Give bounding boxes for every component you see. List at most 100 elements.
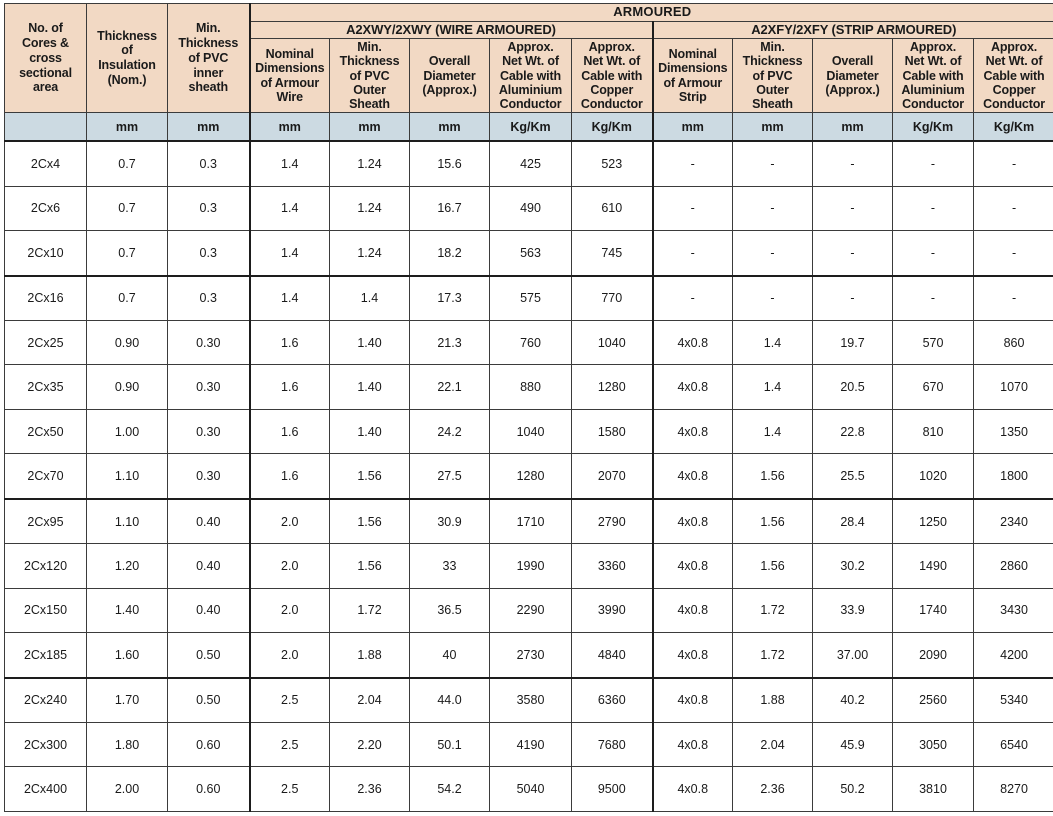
data-cell: 18.2 (409, 230, 490, 277)
data-cell: 1490 (892, 543, 974, 589)
data-cell: 0.60 (167, 722, 250, 768)
data-cell: 1.60 (86, 632, 168, 679)
leaf-line: Sheath (752, 97, 793, 112)
data-cell: 36.5 (409, 587, 490, 634)
data-cell: 0.7 (86, 185, 168, 232)
data-cell: - (892, 140, 974, 187)
data-cell: 1.4 (248, 230, 330, 277)
data-cell: 3810 (892, 766, 974, 812)
data-cell: 490 (489, 185, 572, 232)
table-row: 2Cx10 0.7 0.3 1.4 1.24 18.2 563 745- - - - - (4, 230, 1053, 277)
data-cell: 30.2 (812, 543, 893, 589)
row-label-cell: 2Cx95 (4, 498, 87, 545)
stub-line: of (121, 43, 133, 58)
data-cell: 22.8 (812, 408, 893, 455)
data-cell: 1.40 (329, 320, 410, 366)
leaf-line: Thickness (742, 54, 803, 69)
data-cell: 4190 (489, 722, 572, 768)
data-cell: 0.3 (167, 140, 250, 187)
units-cell: Kg/Km (489, 112, 572, 142)
units-cell: mm (329, 112, 410, 142)
data-cell: 40 (409, 632, 490, 679)
data-cell: 4x0.8 (651, 766, 733, 812)
data-cell: - (972, 185, 1053, 232)
col-header-wire-weight-aluminium: Approx. Net Wt. of Cable with Aluminium … (489, 38, 572, 114)
data-cell: 20.5 (812, 364, 893, 410)
data-cell: 1.56 (329, 453, 410, 500)
group-header-wire-armoured: A2XWY/2XWY (WIRE ARMOURED) (248, 20, 653, 40)
data-cell: 0.50 (167, 632, 250, 679)
data-cell: 1.40 (329, 364, 410, 410)
data-cell: 1.20 (86, 543, 168, 589)
stub-line: Min. (196, 21, 221, 36)
data-cell: 1.24 (329, 230, 410, 277)
data-cell: 50.1 (409, 722, 490, 768)
data-cell: 4840 (571, 632, 653, 679)
data-cell: 0.30 (167, 364, 250, 410)
data-cell: 4x0.8 (651, 677, 733, 724)
data-cell: 16.7 (409, 185, 490, 232)
col-header-strip-outer-sheath: Min. Thickness of PVC Outer Sheath (732, 38, 813, 114)
data-cell: 1.72 (732, 632, 813, 679)
leaf-line: of Armour (260, 75, 320, 90)
data-cell: 1.72 (732, 587, 813, 634)
leaf-line: Conductor (902, 97, 964, 112)
data-cell: - (972, 275, 1053, 322)
data-cell: 1580 (571, 408, 653, 455)
data-cell: 2.04 (732, 722, 813, 768)
data-cell: 24.2 (409, 408, 490, 455)
data-cell: 2290 (489, 587, 572, 634)
table-header: No. of Cores & cross sectional area Thic… (4, 2, 1053, 114)
data-cell: 4x0.8 (651, 498, 733, 545)
data-cell: 8270 (972, 766, 1053, 812)
data-cell: 28.4 (812, 498, 893, 545)
data-cell: 33 (409, 543, 490, 589)
data-cell: 1.00 (86, 408, 168, 455)
data-cell: 0.7 (86, 230, 168, 277)
leaf-line: Copper (590, 82, 634, 97)
row-label-cell: 2Cx400 (4, 766, 87, 812)
row-label-cell: 2Cx185 (4, 632, 87, 679)
data-cell: - (732, 230, 813, 277)
data-cell: 0.30 (167, 320, 250, 366)
data-cell: 1070 (972, 364, 1053, 410)
data-cell: 1.70 (86, 677, 168, 724)
data-cell: 3990 (571, 587, 653, 634)
data-cell: 4x0.8 (651, 632, 733, 679)
data-cell: 1.6 (248, 320, 330, 366)
data-cell: 4200 (972, 632, 1053, 679)
data-cell: 2.04 (329, 677, 410, 724)
leaf-line: Min. (357, 40, 382, 55)
data-cell: 0.30 (167, 408, 250, 455)
data-cell: 0.30 (167, 453, 250, 500)
leaf-line: Net Wt. of (904, 54, 962, 69)
leaf-line: Outer (756, 82, 789, 97)
data-cell: - (812, 140, 893, 187)
data-cell: 1280 (489, 453, 572, 500)
row-label-cell: 2Cx6 (4, 185, 87, 232)
stub-line: Insulation (98, 58, 156, 73)
units-cell: mm (167, 112, 250, 142)
data-cell: 33.9 (812, 587, 893, 634)
data-cell: 17.3 (409, 275, 490, 322)
data-cell: 2.36 (329, 766, 410, 812)
data-cell: 25.5 (812, 453, 893, 500)
data-cell: 1710 (489, 498, 572, 545)
row-label-cell: 2Cx70 (4, 453, 87, 500)
leaf-line: Overall (831, 54, 874, 69)
table-row: 2Cx16 0.7 0.3 1.4 1.4 17.3 575 770- - - - - (4, 275, 1053, 322)
data-cell: 54.2 (409, 766, 490, 812)
leaf-line: Approx. (909, 40, 957, 55)
leaf-line: Dimensions (255, 61, 325, 76)
data-cell: 30.9 (409, 498, 490, 545)
row-label-cell: 2Cx240 (4, 677, 87, 724)
data-cell: 1250 (892, 498, 974, 545)
data-cell: 3430 (972, 587, 1053, 634)
row-label-cell: 2Cx35 (4, 364, 87, 410)
leaf-line: Approx. (588, 40, 635, 55)
row-label-cell: 2Cx4 (4, 140, 87, 187)
data-cell: 575 (489, 275, 572, 322)
leaf-line: Conductor (499, 97, 562, 112)
stub-line: (Nom.) (107, 72, 147, 87)
leaf-line: Cable with (902, 68, 964, 83)
